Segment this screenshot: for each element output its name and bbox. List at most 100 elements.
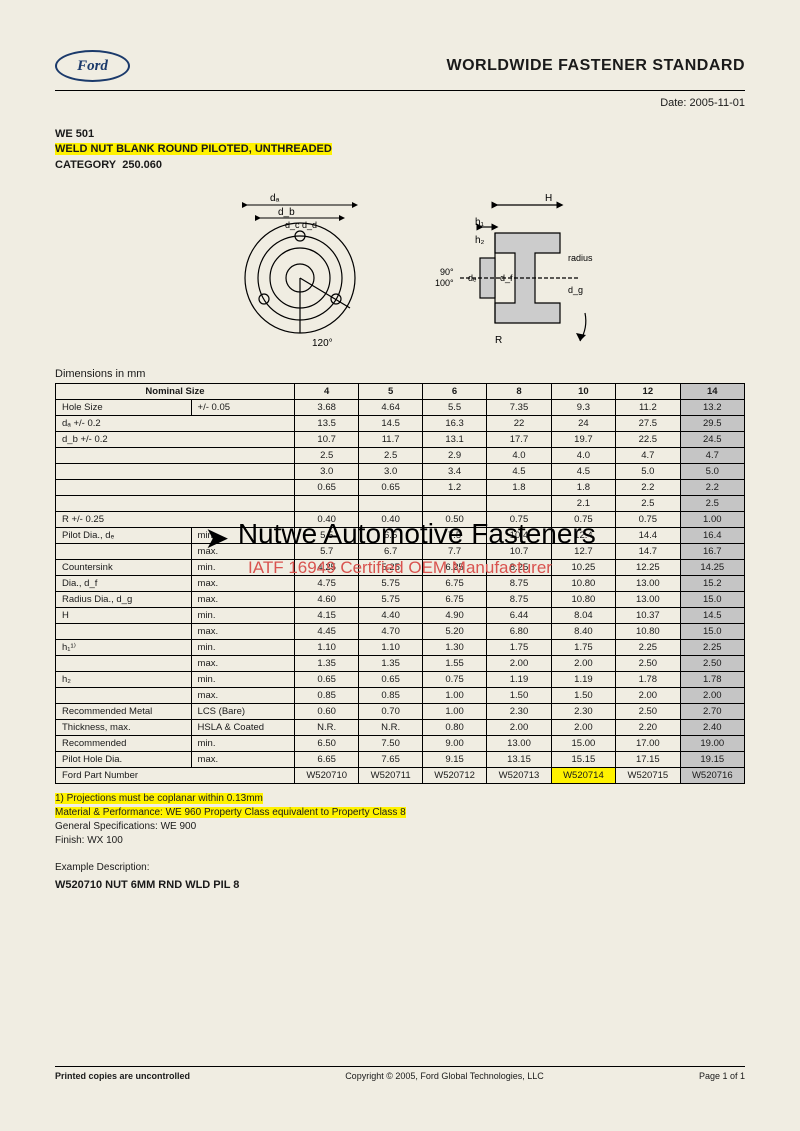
document-title: WORLDWIDE FASTENER STANDARD	[446, 57, 745, 75]
cell: 14.5	[359, 416, 422, 432]
notes: 1) Projections must be coplanar within 0…	[55, 792, 745, 848]
example-value: W520710 NUT 6MM RND WLD PIL 8	[55, 879, 745, 891]
cell: 5.5	[422, 400, 486, 416]
cell: 1.78	[616, 672, 680, 688]
note-3: General Specifications: WE 900	[55, 820, 745, 834]
cell: 12.4	[551, 528, 615, 544]
cell: 3.0	[359, 464, 422, 480]
col-14: 14	[680, 384, 744, 400]
cell: 4.7	[616, 448, 680, 464]
cell: 15.0	[680, 592, 744, 608]
cell: 6.80	[487, 624, 551, 640]
cell: 2.00	[616, 688, 680, 704]
cell: 1.19	[487, 672, 551, 688]
row-sublabel: min.	[191, 736, 294, 752]
row-label	[56, 496, 295, 512]
svg-text:H: H	[545, 193, 552, 204]
row-label: Recommended	[56, 736, 192, 752]
table-row: max.1.351.351.552.002.002.502.50	[56, 656, 745, 672]
row-label	[56, 480, 295, 496]
cell: 4.7	[680, 448, 744, 464]
svg-text:dₐ: dₐ	[270, 193, 280, 204]
cell: W520715	[616, 768, 680, 784]
row-label: d_b +/- 0.2	[56, 432, 295, 448]
cell: 11.2	[616, 400, 680, 416]
cell: W520712	[422, 768, 486, 784]
dimensions-label: Dimensions in mm	[55, 368, 745, 380]
table-row: Pilot Dia., dₑmin.5.56.57.510.412.414.41…	[56, 528, 745, 544]
table-row: 2.12.52.5	[56, 496, 745, 512]
col-8: 8	[487, 384, 551, 400]
cell: 12.7	[551, 544, 615, 560]
cell	[422, 496, 486, 512]
row-label: Ford Part Number	[56, 768, 295, 784]
cell: 4.90	[422, 608, 486, 624]
cell: 16.4	[680, 528, 744, 544]
cell: 1.50	[487, 688, 551, 704]
svg-text:radius: radius	[568, 253, 593, 263]
cell: 1.8	[487, 480, 551, 496]
row-label: Pilot Hole Dia.	[56, 752, 192, 768]
table-row: 0.650.651.21.81.82.22.2	[56, 480, 745, 496]
cell: 1.2	[422, 480, 486, 496]
table-row: Hmin.4.154.404.906.448.0410.3714.5	[56, 608, 745, 624]
cell: 13.15	[487, 752, 551, 768]
cell: 5.75	[359, 592, 422, 608]
cell: 19.00	[680, 736, 744, 752]
cell: 19.7	[551, 432, 615, 448]
row-label: Dia., d_f	[56, 576, 192, 592]
row-label	[56, 464, 295, 480]
cell: 15.0	[680, 624, 744, 640]
cell: 10.7	[487, 544, 551, 560]
cell: 1.35	[359, 656, 422, 672]
row-label: Pilot Dia., dₑ	[56, 528, 192, 544]
cell: 9.00	[422, 736, 486, 752]
cell: 19.15	[680, 752, 744, 768]
row-sublabel: max.	[191, 544, 294, 560]
cell: 1.19	[551, 672, 615, 688]
cell: 0.40	[359, 512, 422, 528]
table-row: max.0.850.851.001.501.502.002.00	[56, 688, 745, 704]
col-5: 5	[359, 384, 422, 400]
cell: 0.75	[422, 672, 486, 688]
note-1: 1) Projections must be coplanar within 0…	[55, 793, 263, 804]
cell: 4.25	[294, 560, 358, 576]
row-label	[56, 624, 192, 640]
cell: W520713	[487, 768, 551, 784]
cell: 10.7	[294, 432, 358, 448]
row-sublabel: HSLA & Coated	[191, 720, 294, 736]
cell: 4.64	[359, 400, 422, 416]
cell: 4.0	[551, 448, 615, 464]
cell: 0.60	[294, 704, 358, 720]
col-6: 6	[422, 384, 486, 400]
row-label: Recommended Metal	[56, 704, 192, 720]
cell: 1.30	[422, 640, 486, 656]
cell: 2.1	[551, 496, 615, 512]
svg-text:d_f: d_f	[500, 273, 513, 283]
svg-text:100°: 100°	[435, 278, 454, 288]
cell: 2.5	[616, 496, 680, 512]
cell: 17.00	[616, 736, 680, 752]
cell: 4.40	[359, 608, 422, 624]
row-sublabel: max.	[191, 752, 294, 768]
row-label	[56, 544, 192, 560]
cell: 16.3	[422, 416, 486, 432]
cell: 2.30	[487, 704, 551, 720]
cell: 0.65	[294, 672, 358, 688]
cell: 0.75	[551, 512, 615, 528]
cell: 13.1	[422, 432, 486, 448]
cell: 4.75	[294, 576, 358, 592]
cell: 0.80	[422, 720, 486, 736]
spec-code: WE 501	[55, 127, 745, 142]
row-label: h₁¹⁾	[56, 640, 192, 656]
cell: 1.50	[551, 688, 615, 704]
cell: 8.40	[551, 624, 615, 640]
cell: 16.7	[680, 544, 744, 560]
cell: 2.20	[616, 720, 680, 736]
footer-right: Page 1 of 1	[699, 1071, 745, 1081]
svg-text:h₁: h₁	[475, 217, 485, 228]
cell: 17.15	[616, 752, 680, 768]
row-sublabel: min.	[191, 528, 294, 544]
cell: 2.2	[616, 480, 680, 496]
cell: 8.75	[487, 576, 551, 592]
